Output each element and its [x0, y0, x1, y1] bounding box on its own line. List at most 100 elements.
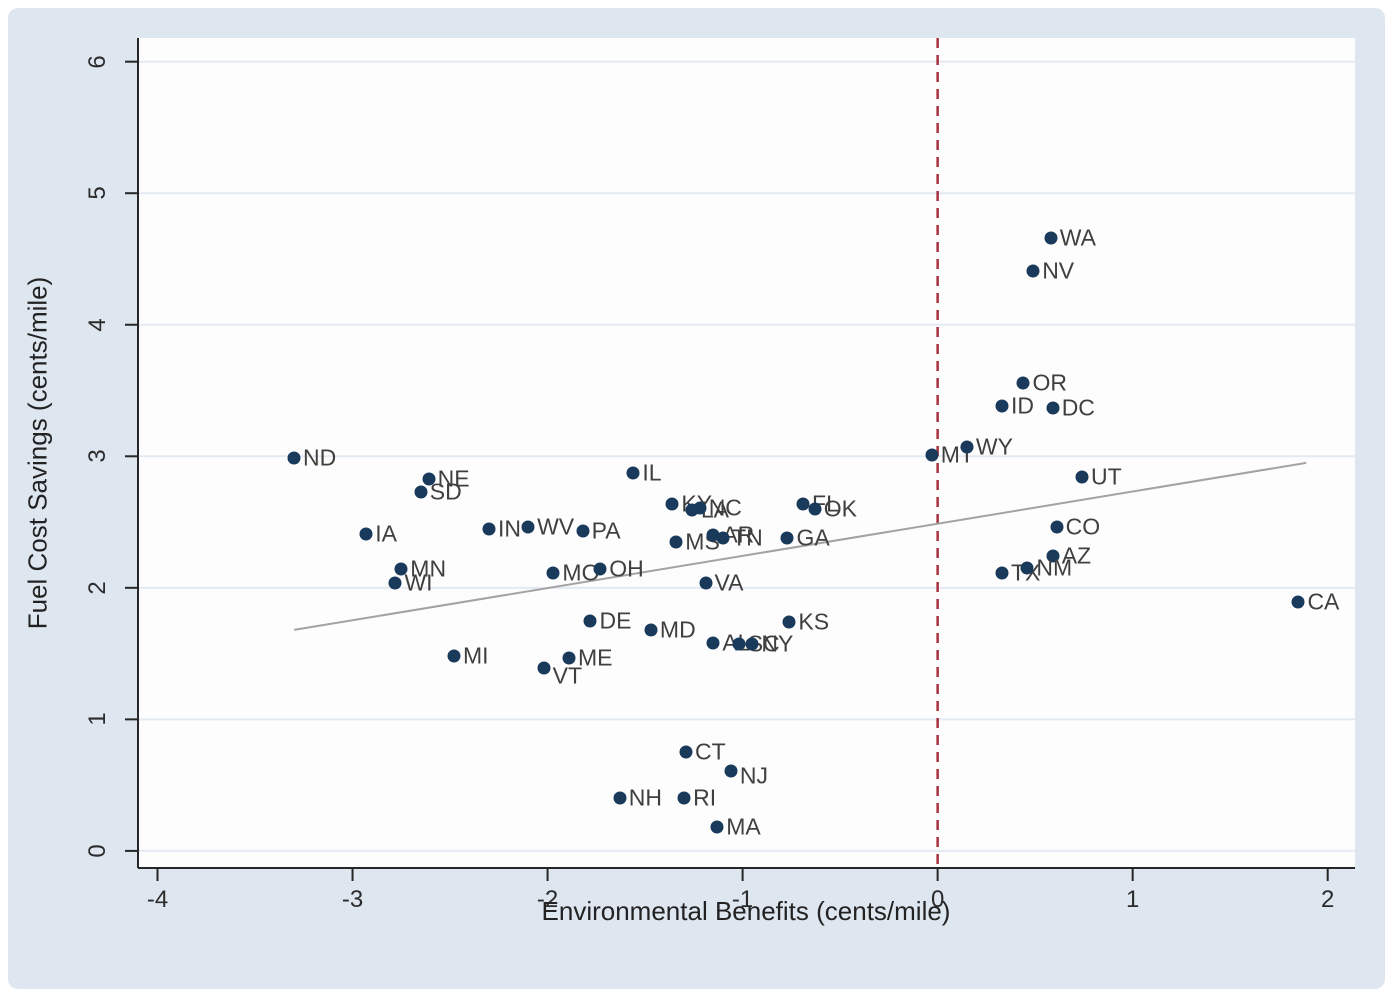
point-label-NY: NY	[761, 630, 794, 657]
point-label-IA: IA	[375, 520, 397, 547]
data-point-SC	[732, 637, 746, 651]
y-tick-label-3: 3	[84, 449, 111, 463]
x-tick-label--3: -3	[341, 886, 364, 913]
point-label-WY: WY	[975, 433, 1013, 460]
point-label-DE: DE	[599, 607, 632, 634]
point-label-MI: MI	[462, 642, 489, 669]
y-tick-label-5: 5	[84, 186, 111, 200]
data-point-VT	[537, 661, 551, 675]
data-point-GA	[780, 531, 794, 545]
y-axis-title: Fuel Cost Savings (cents/mile)	[22, 276, 53, 630]
data-point-SD	[414, 485, 428, 499]
data-point-IL	[626, 466, 640, 480]
data-point-NV	[1026, 264, 1040, 278]
data-point-UT	[1075, 470, 1089, 484]
data-point-IN	[482, 522, 496, 536]
data-point-NJ	[724, 764, 738, 778]
scatter-figure: 0 1 2 3 4 5 6 -4 -3 -2 -1 0 1 2 ND NE SD IA MN WI MI IN WV PA MO…	[8, 8, 1385, 989]
point-label-OR: OR	[1032, 369, 1067, 396]
data-point-NH	[613, 791, 627, 805]
data-point-WV	[521, 520, 535, 534]
y-tick-label-6: 6	[84, 54, 111, 69]
data-point-OH	[593, 562, 607, 576]
data-point-CT	[679, 745, 693, 759]
data-point-RI	[677, 791, 691, 805]
x-tick-label--1: -1	[731, 886, 754, 913]
data-point-TX	[995, 566, 1009, 580]
point-label-SD: SD	[429, 478, 462, 505]
data-point-KY	[665, 497, 679, 511]
data-point-CO	[1050, 520, 1064, 534]
point-label-RI: RI	[693, 784, 717, 811]
data-point-MA	[710, 820, 724, 834]
data-point-MS	[669, 535, 683, 549]
point-label-UT: UT	[1090, 463, 1122, 490]
point-label-CO: CO	[1065, 513, 1101, 540]
data-point-ME	[562, 651, 576, 665]
point-label-MD: MD	[659, 616, 696, 643]
data-point-OK	[808, 502, 822, 516]
data-point-WI	[388, 576, 402, 590]
point-label-MN: MN	[410, 555, 447, 582]
data-point-WA	[1044, 231, 1058, 245]
data-point-NY	[745, 637, 759, 651]
data-point-MN	[394, 562, 408, 576]
data-point-AL	[706, 636, 720, 650]
point-label-WA: WA	[1059, 224, 1096, 251]
point-label-PA: PA	[591, 517, 621, 544]
plot-canvas	[125, 38, 1355, 881]
point-label-MO: MO	[562, 559, 600, 586]
data-point-DE	[583, 614, 597, 628]
point-label-AR: AR	[722, 521, 755, 548]
point-label-MA: MA	[726, 813, 761, 840]
y-tick-label-1: 1	[84, 712, 111, 727]
x-tick-label-1: 1	[1125, 886, 1140, 913]
point-label-NC: NC	[708, 494, 742, 521]
data-point-NM	[1020, 561, 1034, 575]
y-tick-label-4: 4	[84, 318, 111, 332]
x-tick-label-2: 2	[1321, 886, 1335, 913]
x-tick-label--4: -4	[146, 886, 169, 913]
y-tick-label-0: 0	[84, 844, 111, 858]
data-point-MO	[546, 566, 560, 580]
data-point-WY	[960, 440, 974, 454]
x-tick-label--2: -2	[536, 886, 559, 913]
point-label-CA: CA	[1307, 588, 1340, 615]
trend-line	[293, 461, 1307, 631]
point-label-WI: WI	[404, 569, 433, 596]
data-point-CA	[1291, 595, 1305, 609]
point-label-OK: OK	[823, 495, 857, 522]
data-point-ND	[287, 451, 301, 465]
data-point-OR	[1016, 376, 1030, 390]
data-point-MI	[447, 649, 461, 663]
point-label-CT: CT	[695, 738, 726, 765]
data-point-MD	[644, 623, 658, 637]
data-point-NE	[422, 472, 436, 486]
point-label-NE: NE	[437, 465, 470, 492]
y-tick-label-2: 2	[84, 581, 111, 595]
data-point-TN	[716, 531, 730, 545]
point-label-IL: IL	[642, 459, 662, 486]
point-label-AZ: AZ	[1061, 542, 1092, 569]
point-label-OH: OH	[609, 555, 644, 582]
point-label-GA: GA	[796, 524, 830, 551]
point-label-ME: ME	[578, 644, 613, 671]
point-label-DC: DC	[1061, 394, 1095, 421]
plot-area: 0 1 2 3 4 5 6 -4 -3 -2 -1 0 1 2 ND NE SD IA MN WI MI IN WV PA MO…	[84, 38, 1355, 913]
point-label-WV: WV	[537, 513, 575, 540]
data-point-DC	[1046, 401, 1060, 415]
data-point-IA	[359, 527, 373, 541]
point-label-IN: IN	[498, 515, 522, 542]
data-point-AZ	[1046, 549, 1060, 563]
point-label-KS: KS	[798, 608, 830, 635]
point-label-VA: VA	[714, 569, 744, 596]
x-axis-title: Environmental Benefits (cents/mile)	[541, 896, 951, 926]
data-point-KS	[782, 615, 796, 629]
x-tick-label-0: 0	[930, 886, 945, 913]
point-label-NJ: NJ	[739, 762, 769, 789]
data-point-NC	[693, 501, 707, 515]
point-label-ND: ND	[303, 444, 337, 471]
point-label-NH: NH	[628, 784, 662, 811]
point-label-ID: ID	[1010, 392, 1034, 419]
point-label-VT: VT	[552, 662, 583, 689]
